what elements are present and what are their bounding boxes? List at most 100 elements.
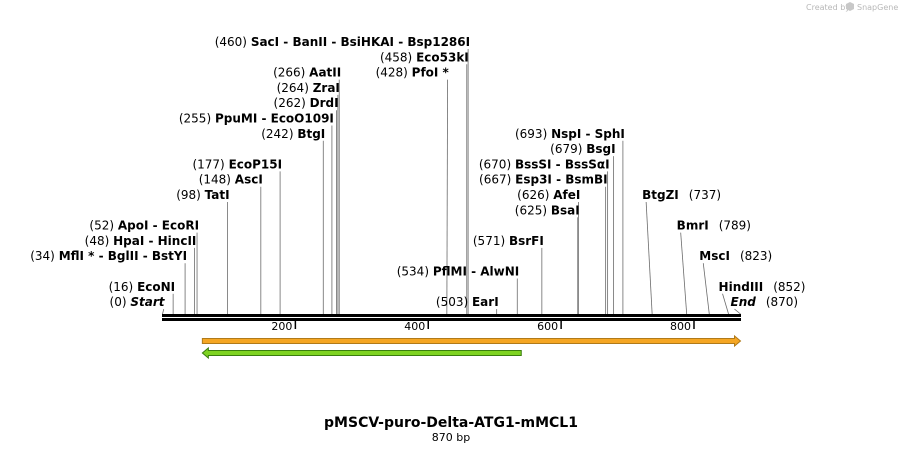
restriction-site-label[interactable]: (670) BssSI - BssSαI [479, 157, 610, 171]
restriction-site-label[interactable]: (255) PpuMI - EcoO109I [179, 112, 334, 126]
restriction-site-label[interactable]: (177) EcoP15I [192, 157, 282, 171]
site-position: (571) [473, 234, 509, 248]
site-enzyme-names: NspI - SphI [551, 127, 625, 141]
feature-arrow[interactable] [201, 346, 522, 360]
site-position: (679) [550, 142, 586, 156]
site-leader-line [645, 201, 653, 315]
site-leader-lines [162, 49, 741, 315]
ruler-tick-label: 400 [404, 320, 425, 333]
features [201, 334, 742, 360]
restriction-site-label[interactable]: (16) EcoNI [109, 280, 176, 294]
site-position: (737) [689, 188, 721, 202]
site-enzyme-names: Start [130, 295, 165, 309]
restriction-site-label[interactable]: (262) DrdI [274, 96, 339, 110]
site-position: (262) [274, 96, 310, 110]
site-position: (0) [110, 295, 131, 309]
restriction-site-label[interactable]: (428) PfoI * [376, 66, 450, 80]
site-position: (177) [192, 157, 228, 171]
restriction-site-label[interactable]: BtgZI (737) [642, 188, 721, 202]
restriction-site-label[interactable]: BmrI (789) [677, 219, 751, 233]
restriction-site-label[interactable]: (693) NspI - SphI [515, 127, 625, 141]
restriction-site-label[interactable]: (626) AfeI [517, 188, 580, 202]
site-enzyme-names: Eco53kI [416, 50, 469, 64]
restriction-site-label[interactable]: (460) SacI - BanII - BsiHKAI - Bsp1286I [215, 35, 470, 49]
dna-backbone [162, 314, 741, 321]
site-leader-line [702, 263, 710, 315]
ruler-tick-label: 200 [271, 320, 292, 333]
site-position: (16) [109, 280, 137, 294]
site-enzyme-names: BssSI - BssSαI [515, 157, 610, 171]
site-position: (503) [436, 295, 472, 309]
site-position: (52) [89, 219, 117, 233]
restriction-site-label[interactable]: (98) TatI [176, 188, 229, 202]
restriction-site-label[interactable]: MscI (823) [699, 249, 772, 263]
site-position: (34) [30, 249, 58, 263]
site-leader-line [446, 79, 448, 315]
site-position: (460) [215, 35, 251, 49]
site-labels: (460) SacI - BanII - BsiHKAI - Bsp1286I(… [30, 35, 805, 309]
restriction-site-label[interactable]: (503) EarI [436, 295, 499, 309]
site-position: (852) [773, 280, 805, 294]
site-enzyme-names: SacI - BanII - BsiHKAI - Bsp1286I [251, 35, 470, 49]
site-position: (264) [277, 81, 313, 95]
site-enzyme-names: Esp3I - BsmBI [515, 173, 607, 187]
site-enzyme-names: HindIII [719, 280, 764, 294]
site-leader-line [162, 309, 165, 315]
restriction-site-label[interactable]: (52) ApoI - EcoRI [89, 219, 199, 233]
restriction-site-label[interactable]: (264) ZraI [277, 81, 340, 95]
restriction-site-label[interactable]: (148) AscI [199, 173, 263, 187]
feature-arrow[interactable] [201, 334, 742, 348]
restriction-site-label[interactable]: (0) Start [110, 295, 166, 309]
site-enzyme-names: AscI [235, 173, 263, 187]
site-enzyme-names: DrdI [310, 96, 339, 110]
site-enzyme-names: BmrI [677, 219, 709, 233]
site-enzyme-names: BsgI [586, 142, 615, 156]
site-enzyme-names: ApoI - EcoRI [118, 219, 199, 233]
site-position: (667) [479, 173, 515, 187]
site-enzyme-names: BsrFI [509, 234, 544, 248]
ruler-tick-label: 800 [670, 320, 691, 333]
restriction-site-label[interactable]: (534) PflMI - AlwNI [397, 265, 520, 279]
site-position: (823) [740, 249, 772, 263]
restriction-site-label[interactable]: (34) MflI * - BglII - BstYI [30, 249, 187, 263]
ruler-ticks: 200 400 600 800 [271, 320, 695, 333]
site-enzyme-names: PpuMI - EcoO109I [215, 112, 334, 126]
restriction-site-label[interactable]: HindIII (852) [719, 280, 806, 294]
credit-brand: SnapGene [857, 3, 898, 12]
site-enzyme-names: BtgI [297, 127, 325, 141]
site-enzyme-names: AfeI [553, 188, 580, 202]
site-position: (789) [719, 219, 751, 233]
site-leader-line [680, 232, 688, 315]
restriction-site-label[interactable]: (458) Eco53kI [380, 50, 469, 64]
restriction-site-label[interactable]: (48) HpaI - HincII [85, 234, 197, 248]
restriction-site-label[interactable]: (625) BsaI [515, 203, 580, 217]
site-position: (98) [176, 188, 204, 202]
restriction-site-label[interactable]: (242) BtgI [261, 127, 325, 141]
site-enzyme-names: MflI * - BglII - BstYI [59, 249, 187, 263]
restriction-site-label[interactable]: (266) AatII [273, 66, 341, 80]
restriction-site-label[interactable]: End (870) [731, 295, 799, 309]
restriction-site-label[interactable]: (679) BsgI [550, 142, 615, 156]
snapgene-logo-icon [846, 2, 854, 11]
site-enzyme-names: PflMI - AlwNI [433, 265, 519, 279]
site-position: (255) [179, 112, 215, 126]
ruler-tick-label: 600 [537, 320, 558, 333]
site-enzyme-names: TatI [205, 188, 230, 202]
site-position: (870) [766, 295, 798, 309]
site-position: (266) [273, 66, 309, 80]
site-position: (242) [261, 127, 297, 141]
site-position: (670) [479, 157, 515, 171]
site-position: (428) [376, 66, 412, 80]
site-enzyme-names: EcoNI [137, 280, 175, 294]
site-position: (48) [85, 234, 113, 248]
site-position: (625) [515, 203, 551, 217]
site-enzyme-names: End [731, 295, 757, 309]
map-length: 870 bp [432, 431, 470, 444]
site-leader-line [722, 293, 729, 315]
restriction-site-label[interactable]: (571) BsrFI [473, 234, 544, 248]
restriction-site-label[interactable]: (667) Esp3I - BsmBI [479, 173, 608, 187]
site-enzyme-names: BsaI [551, 203, 580, 217]
credit: Created by SnapGene [806, 2, 898, 12]
credit-text: Created by [806, 3, 850, 12]
